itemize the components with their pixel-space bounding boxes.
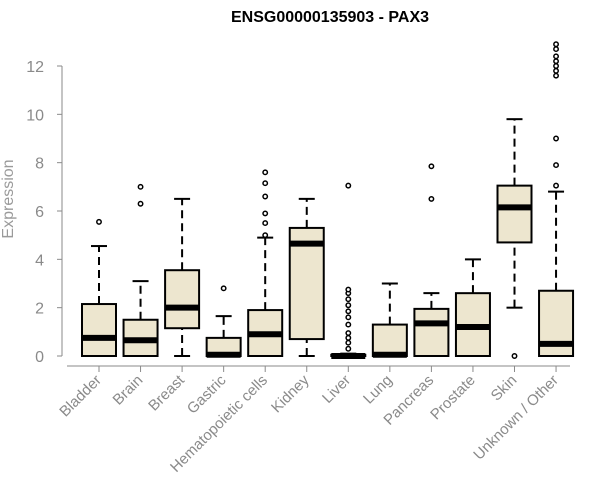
outlier-point [553,182,559,189]
x-tick-label: Lung [360,372,396,408]
y-ticks: 0 2 4 6 8 10 12 [26,59,62,366]
outlier-point [553,135,559,142]
box-prostate [454,258,491,357]
outlier-point [553,41,559,48]
box-iqr [164,269,201,330]
y-axis-label: Expression [0,159,17,238]
x-tick-label: Liver [319,372,354,407]
outlier-point [262,210,269,217]
outlier-point [345,182,352,189]
outlier-point [137,183,144,190]
box-hematopoietic-cells [247,169,284,358]
outlier-point [345,339,352,346]
outlier-point [345,308,352,315]
outlier-point [345,330,352,336]
x-tick-label: Prostate [427,372,479,424]
outlier-point [137,200,144,207]
y-tick-label: 10 [26,107,44,124]
outlier-point [553,67,559,74]
outlier-point [553,162,559,169]
box-iqr [413,307,450,357]
outlier-point [553,46,559,53]
box-iqr [81,303,117,357]
outlier-point [345,302,352,309]
chart-title: ENSG00000135903 - PAX3 [231,9,429,26]
outlier-point [511,353,518,359]
outlier-point [262,232,269,239]
box-kidney [288,197,325,357]
box-liver [330,182,367,359]
outlier-point [553,72,559,79]
outlier-point [345,286,352,293]
box-pancreas [413,163,450,357]
x-tick-label: Brain [110,372,147,409]
x-tick-label: Skin [488,372,521,405]
box-breast [164,197,201,357]
box-iqr [371,323,408,358]
outlier-point [345,314,352,321]
y-tick-label: 4 [35,252,44,269]
outlier-point [345,321,352,328]
box-unknown-other [538,41,575,357]
outlier-point [262,193,269,200]
box-brain [122,183,159,357]
boxes [81,41,575,359]
outlier-point [428,163,435,170]
box-bladder [81,218,117,357]
outlier-point [345,345,352,352]
outlier-point [262,169,269,176]
outlier-point [96,218,102,225]
y-tick-label: 0 [35,349,44,366]
outlier-point [553,58,559,65]
outlier-point [262,180,269,187]
outlier-point [553,63,559,69]
x-tick-label: Bladder [56,372,105,421]
box-lung [371,282,408,358]
x-tick-label: Kidney [268,371,313,416]
y-tick-label: 12 [26,59,44,76]
y-tick-label: 2 [35,301,44,318]
outlier-point [345,296,352,303]
x-tick-label: Breast [145,371,188,414]
y-tick-label: 6 [35,204,44,221]
outlier-point [428,195,435,202]
box-skin [496,118,533,359]
outlier-point [220,285,227,292]
outlier-point [262,220,269,227]
box-iqr [496,184,533,244]
box-gastric [205,285,242,358]
y-tick-label: 8 [35,156,44,173]
outlier-point [553,53,559,60]
outlier-point [345,334,352,341]
